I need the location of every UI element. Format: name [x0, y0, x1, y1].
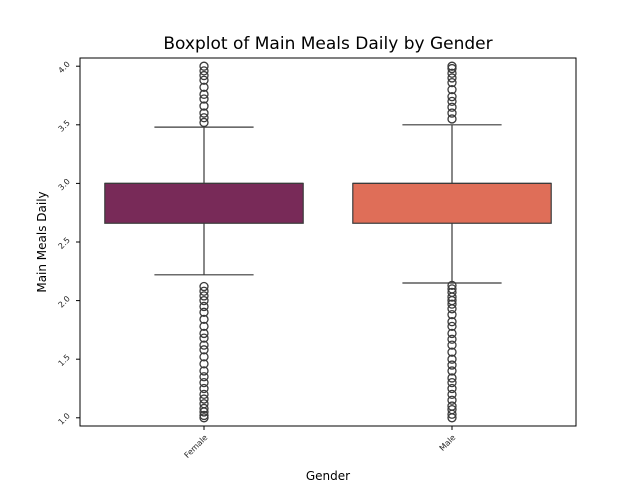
outlier-point — [447, 280, 457, 291]
outlier-point — [199, 281, 209, 292]
y-tick-label: 4.0 — [57, 60, 72, 75]
outlier-point — [447, 96, 457, 107]
outlier-point — [199, 108, 209, 118]
y-tick-label: 2.0 — [57, 294, 72, 309]
outlier-point — [199, 89, 209, 99]
y-tick-label: 3.5 — [57, 118, 72, 133]
outlier-point — [447, 108, 457, 118]
x-axis: Female Male — [183, 426, 458, 460]
outlier-point — [199, 301, 209, 312]
chart-title: Boxplot of Main Meals Daily by Gender — [163, 34, 492, 54]
x-axis-label: Gender — [306, 469, 350, 480]
outlier-point — [447, 395, 457, 405]
y-axis-label: Main Meals Daily — [35, 191, 49, 292]
y-tick-label: 3.0 — [57, 177, 72, 192]
outlier-point — [199, 94, 209, 104]
outlier-point — [447, 68, 457, 78]
y-axis: 1.0 1.5 2.0 2.5 3.0 3.5 4.0 — [57, 60, 80, 427]
outlier-point — [199, 75, 209, 85]
outlier-point — [447, 77, 457, 88]
outlier-point — [447, 287, 457, 298]
outlier-point — [447, 102, 457, 112]
outlier-point — [199, 295, 209, 306]
plot-area — [104, 61, 552, 423]
outlier-point — [199, 286, 209, 296]
outlier-point — [199, 70, 209, 81]
outlier-point — [447, 389, 457, 400]
outlier-point — [447, 404, 457, 415]
outlier-point — [447, 114, 457, 124]
y-tick-label: 1.0 — [57, 411, 72, 426]
outlier-point — [199, 66, 209, 76]
outlier-point — [199, 82, 209, 92]
outlier-point — [199, 101, 209, 111]
outlier-point — [199, 403, 209, 414]
box-male — [352, 182, 552, 224]
outlier-point — [199, 307, 209, 317]
plot-frame — [79, 57, 577, 427]
x-tick-label-male: Male — [438, 433, 458, 453]
outlier-point — [447, 84, 457, 95]
outlier-point — [199, 314, 209, 325]
box-group-female — [104, 61, 304, 423]
outlier-point — [199, 366, 209, 376]
outlier-point — [447, 321, 457, 332]
outlier-point — [447, 334, 457, 344]
outlier-point — [199, 394, 209, 404]
outlier-point — [199, 389, 209, 400]
outlier-point — [199, 399, 209, 409]
outlier-point — [447, 377, 457, 388]
outlier-point — [447, 383, 457, 394]
outlier-point — [447, 61, 457, 71]
outlier-point — [447, 373, 457, 383]
outlier-point — [447, 354, 457, 364]
outlier-point — [199, 410, 209, 421]
box-female — [104, 182, 304, 224]
outlier-point — [199, 352, 209, 362]
outlier-point — [199, 340, 209, 350]
outlier-point — [447, 92, 457, 102]
outlier-point — [199, 377, 209, 388]
y-tick-label: 2.5 — [57, 236, 72, 251]
outlier-point — [199, 291, 209, 301]
outlier-point — [447, 310, 457, 320]
outlier-point — [447, 347, 457, 357]
outlier-point — [447, 299, 457, 309]
outlier-point — [199, 345, 209, 355]
outlier-point — [447, 317, 457, 327]
outlier-point — [199, 61, 209, 71]
outlier-point — [447, 366, 457, 376]
outlier-point — [199, 372, 209, 382]
outlier-point — [447, 284, 457, 294]
box-group-male — [352, 61, 552, 423]
outlier-point — [447, 401, 457, 411]
outlier-point — [199, 321, 209, 332]
outlier-point — [447, 360, 457, 370]
outlier-point — [199, 359, 209, 369]
outlier-point — [199, 117, 209, 128]
outlier-point — [447, 73, 457, 83]
outlier-point — [447, 328, 457, 339]
outlier-point — [199, 113, 209, 123]
outlier-point — [447, 340, 457, 350]
outlier-point — [199, 383, 209, 394]
outlier-point — [199, 333, 209, 343]
outlier-point — [199, 328, 209, 339]
y-tick-label: 1.5 — [57, 353, 72, 368]
x-tick-label-female: Female — [183, 433, 210, 460]
